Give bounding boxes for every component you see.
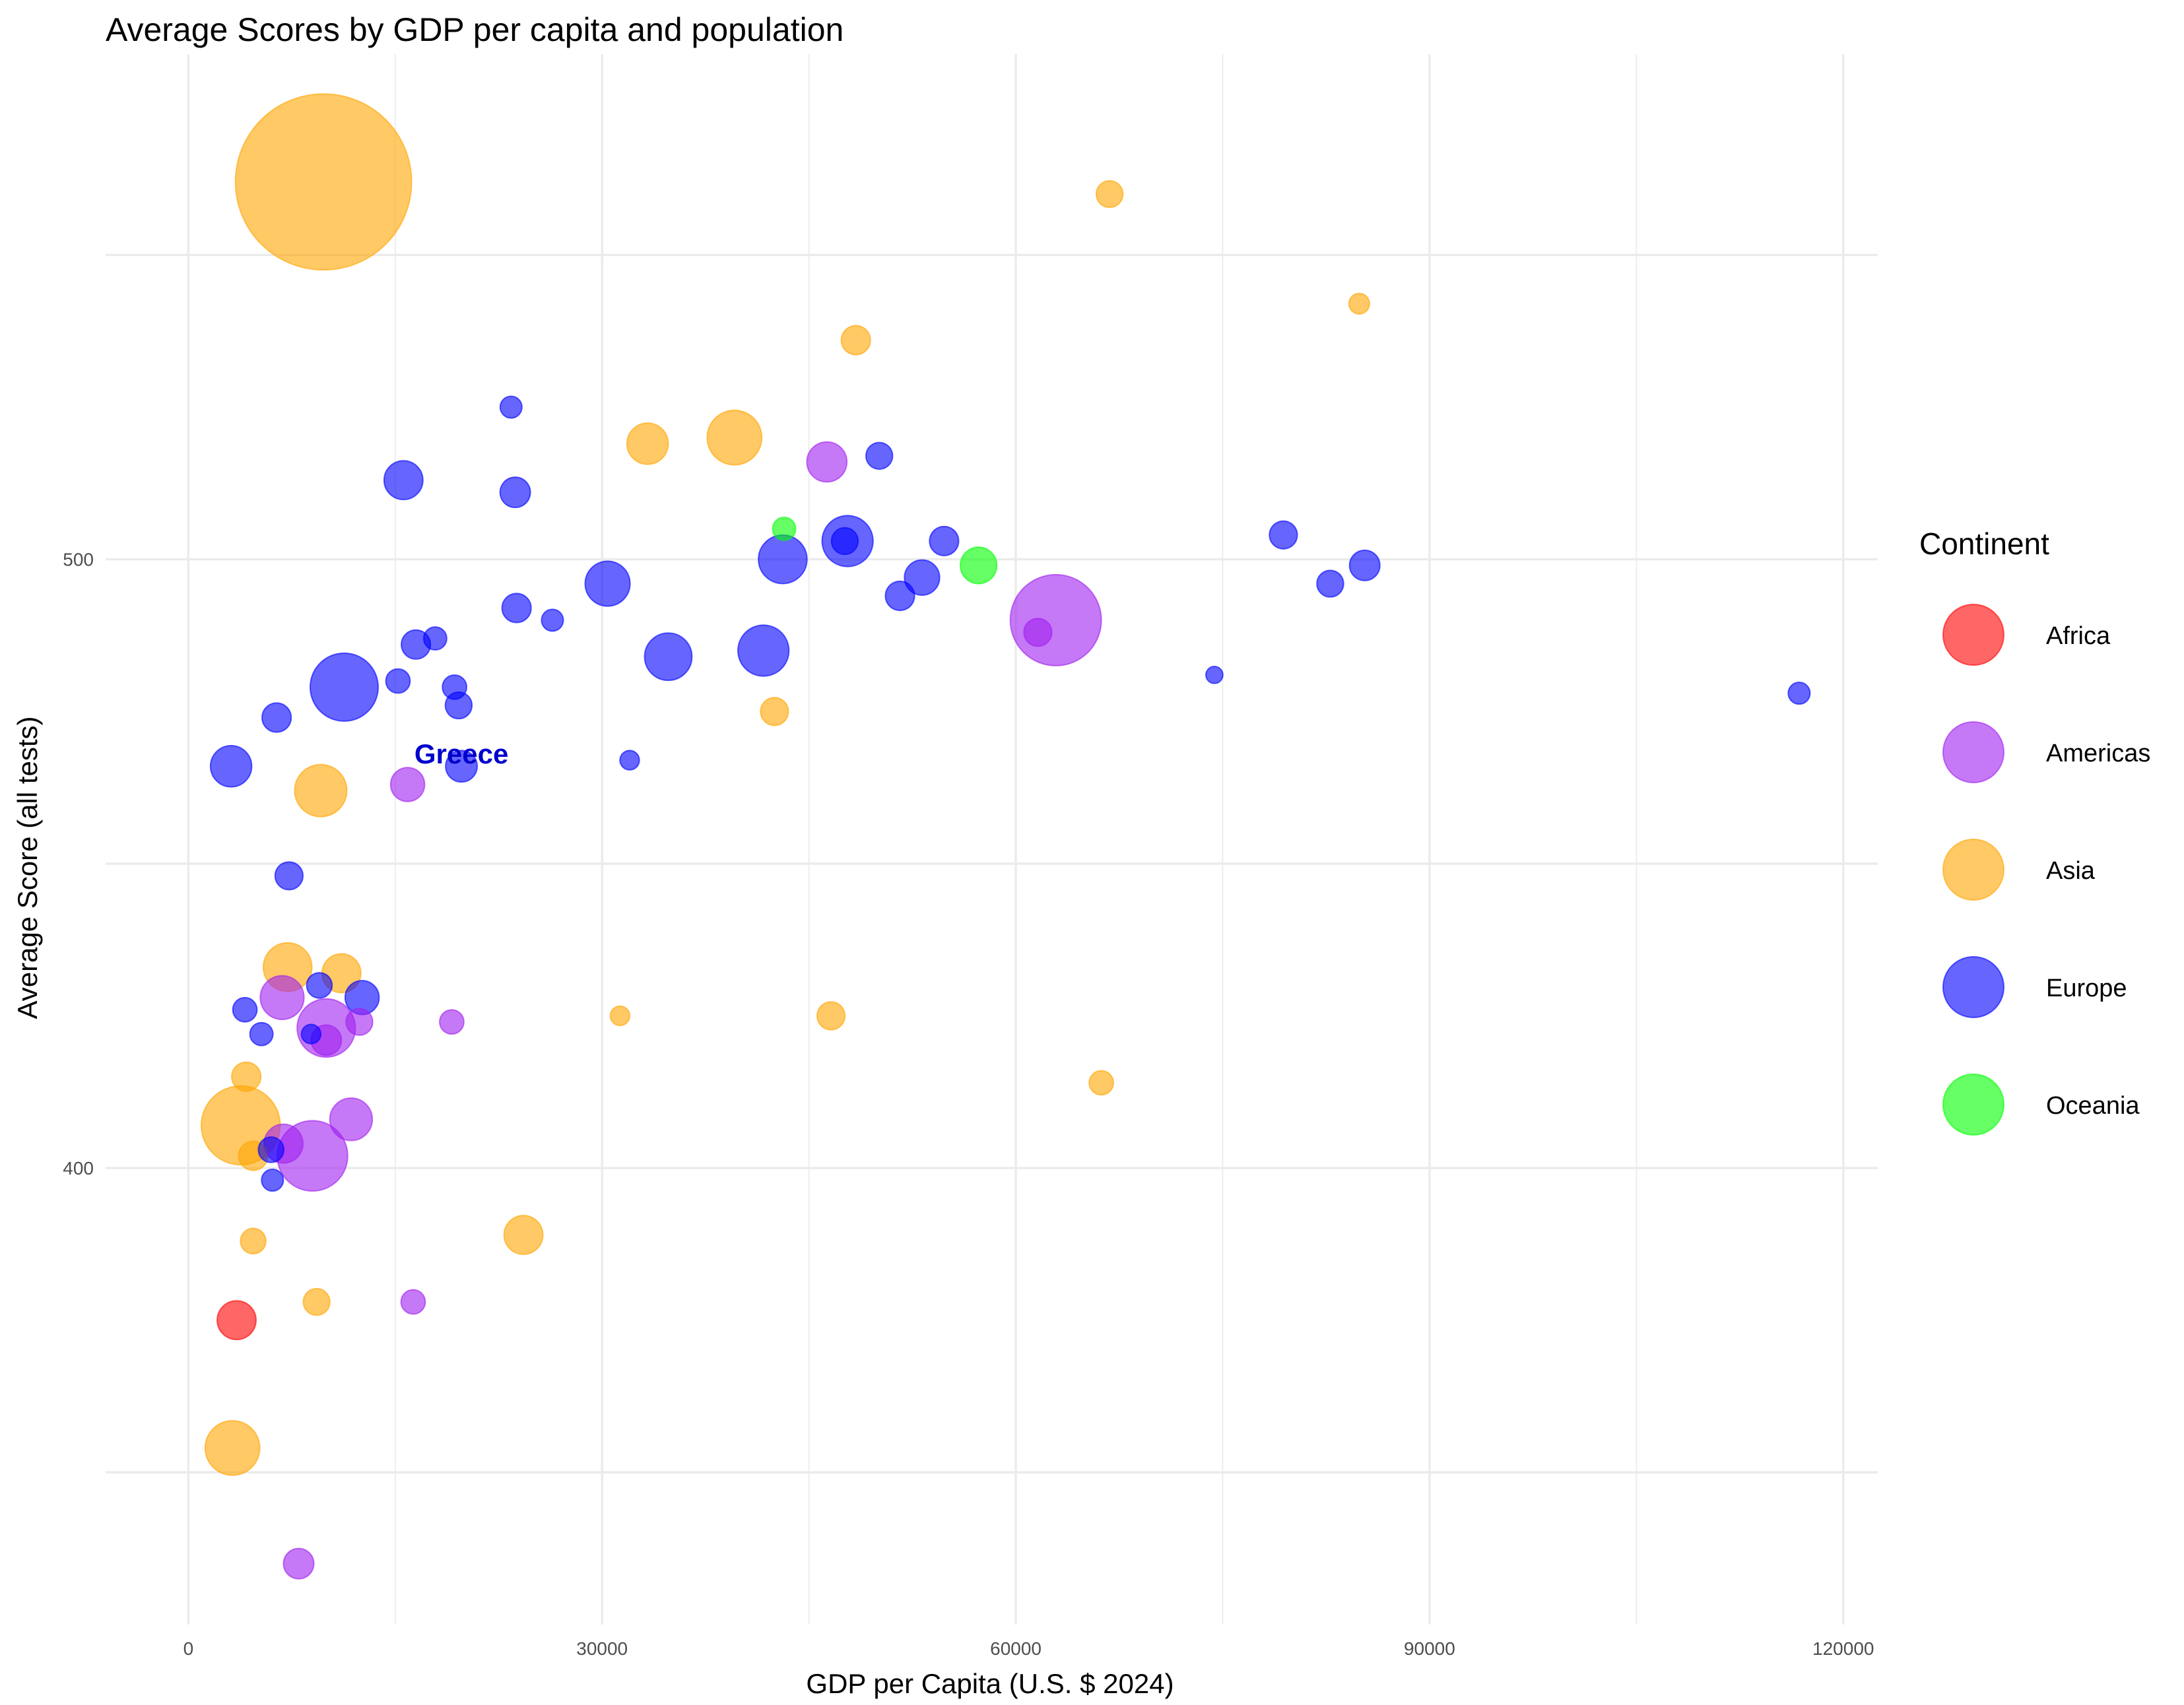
- data-point-americas: [1009, 573, 1102, 666]
- data-point-europe: [422, 626, 447, 651]
- data-point-europe: [758, 534, 808, 585]
- data-point-europe: [309, 652, 380, 722]
- data-point-europe: [584, 560, 631, 607]
- legend: Continent Africa Americas Asia Europe Oceani…: [1919, 527, 2150, 1136]
- greece-annotation: Greece: [414, 738, 508, 769]
- legend-label-europe: Europe: [2046, 975, 2127, 1002]
- data-point-asia: [1088, 1070, 1115, 1096]
- data-point-europe: [274, 861, 304, 891]
- data-point-europe: [1269, 520, 1298, 550]
- legend-title: Continent: [1919, 527, 2049, 561]
- x-tick-label: 30000: [576, 1638, 628, 1659]
- data-point-asia: [231, 1061, 262, 1092]
- data-point-oceania: [960, 546, 998, 585]
- data-point-asia: [204, 1420, 261, 1476]
- data-point-oceania: [772, 517, 797, 542]
- data-point-europe: [209, 745, 253, 788]
- data-point-asia: [1095, 179, 1124, 209]
- data-point-europe: [306, 972, 333, 999]
- legend-label-africa: Africa: [2046, 622, 2111, 650]
- axes: 0 30000 60000 90000 120000 400 500: [63, 550, 1874, 1659]
- data-point-europe: [884, 580, 915, 612]
- legend-key-europe: [1942, 956, 2004, 1018]
- data-point-asia: [760, 697, 789, 726]
- data-point-americas: [282, 1547, 315, 1580]
- data-point-europe: [249, 1021, 274, 1046]
- data-point-asia: [302, 1287, 331, 1316]
- data-point-europe: [541, 608, 564, 632]
- data-point-europe: [383, 460, 424, 501]
- legend-label-asia: Asia: [2046, 857, 2096, 885]
- y-tick-label: 500: [63, 550, 94, 570]
- data-point-europe: [1316, 569, 1344, 598]
- legend-label-oceania: Oceania: [2046, 1092, 2140, 1120]
- data-point-europe: [619, 750, 640, 771]
- data-point-asia: [240, 1227, 267, 1255]
- data-point-asia: [234, 93, 413, 271]
- data-point-europe: [385, 668, 411, 694]
- data-point-americas: [389, 767, 426, 802]
- data-point-europe: [442, 674, 468, 700]
- data-point-europe: [904, 559, 941, 596]
- data-point-europe: [300, 1023, 322, 1045]
- data-point-americas: [806, 441, 848, 483]
- data-point-africa: [216, 1300, 257, 1341]
- data-point-europe: [261, 1169, 284, 1192]
- legend-key-asia: [1942, 839, 2004, 901]
- data-point-americas: [1023, 618, 1053, 647]
- legend-key-americas: [1942, 721, 2004, 783]
- data-point-europe: [501, 593, 532, 624]
- x-axis-title: GDP per Capita (U.S. $ 2024): [806, 1668, 1174, 1699]
- data-point-europe: [1205, 666, 1224, 684]
- data-point-europe: [232, 996, 258, 1023]
- data-point-europe: [830, 527, 859, 556]
- y-tick-label: 400: [63, 1158, 94, 1178]
- data-point-europe: [1348, 549, 1381, 581]
- data-point-americas: [329, 1097, 374, 1142]
- data-point-americas: [439, 1009, 465, 1035]
- x-tick-label: 0: [183, 1638, 194, 1659]
- data-point-asia: [503, 1215, 544, 1256]
- legend-key-oceania: [1942, 1074, 2004, 1136]
- y-axis-title: Average Score (all tests): [12, 716, 43, 1019]
- data-point-asia: [840, 325, 871, 356]
- x-tick-label: 90000: [1404, 1638, 1455, 1659]
- legend-label-americas: Americas: [2046, 740, 2150, 767]
- data-point-europe: [261, 702, 292, 733]
- data-point-americas: [400, 1289, 426, 1315]
- data-point-europe: [1787, 682, 1811, 705]
- data-point-asia: [816, 1001, 846, 1031]
- data-point-asia: [626, 422, 669, 465]
- data-point-asia: [609, 1005, 631, 1027]
- data-point-europe: [644, 632, 693, 682]
- data-point-europe: [499, 476, 531, 509]
- data-point-asia: [294, 763, 348, 818]
- data-point-europe: [865, 441, 894, 470]
- grid: [106, 54, 1878, 1625]
- data-point-americas: [345, 1008, 374, 1036]
- chart-title: Average Scores by GDP per capita and pop…: [106, 11, 844, 48]
- data-point-americas: [259, 975, 305, 1020]
- x-tick-label: 120000: [1812, 1638, 1874, 1659]
- legend-key-africa: [1942, 604, 2004, 666]
- data-point-europe: [257, 1136, 285, 1163]
- data-points: [200, 93, 1811, 1580]
- data-point-europe: [737, 624, 790, 677]
- data-point-europe: [499, 395, 523, 419]
- x-tick-label: 60000: [990, 1638, 1042, 1659]
- data-point-europe: [929, 525, 960, 557]
- data-point-asia: [1348, 292, 1370, 315]
- data-point-europe: [445, 750, 479, 783]
- data-point-asia: [706, 409, 763, 466]
